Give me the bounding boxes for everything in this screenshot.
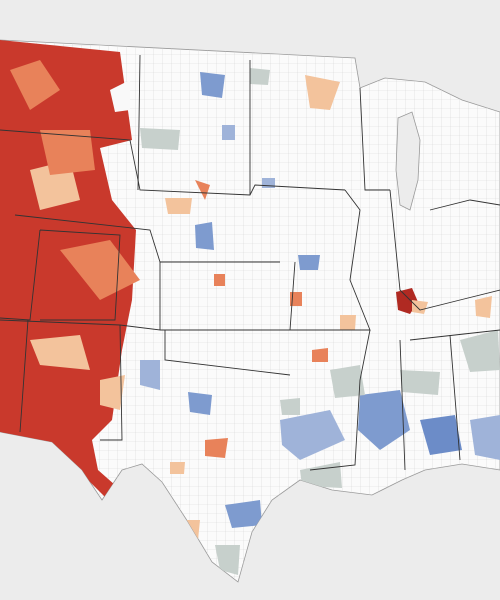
grey-patch — [400, 370, 440, 395]
grey-patch — [250, 68, 270, 85]
lake-michigan — [395, 111, 421, 211]
orange-patch — [165, 198, 192, 214]
orange-patch — [170, 462, 185, 474]
state-borders — [0, 54, 500, 471]
west-patch — [40, 130, 95, 175]
orange-patch — [290, 292, 302, 306]
orange-patch — [205, 438, 228, 458]
blue-patch — [420, 415, 462, 455]
state-border — [399, 199, 500, 471]
grey-patch — [140, 128, 180, 150]
state-border — [359, 87, 500, 341]
orange-patch — [312, 348, 328, 362]
west-patch — [60, 240, 140, 300]
state-border — [0, 129, 346, 196]
blue-patch — [225, 500, 262, 528]
west-patch — [30, 335, 90, 370]
blue-patch — [188, 392, 212, 415]
grey-patch — [300, 462, 342, 488]
grey-patch — [215, 545, 240, 575]
grey-patch — [460, 330, 500, 372]
grey-patch — [330, 365, 365, 398]
orange-patch — [214, 274, 225, 286]
blue-patch — [200, 72, 225, 98]
blue-patch — [195, 222, 214, 250]
state-border — [19, 261, 296, 441]
blue-patch — [470, 415, 500, 460]
blue-patch — [280, 410, 345, 460]
west-patch — [10, 60, 60, 110]
state-border — [0, 229, 161, 331]
blue-patch — [358, 390, 410, 450]
blue-patch — [222, 125, 235, 140]
blue-patch — [262, 178, 275, 188]
west-patch — [110, 80, 130, 112]
state-border — [290, 189, 371, 471]
orange-patch — [340, 315, 356, 330]
blue-patch — [140, 360, 160, 390]
blue-patch — [298, 255, 320, 270]
west-patch — [100, 375, 125, 410]
orange-patch — [475, 296, 492, 318]
grey-patch — [280, 398, 300, 415]
orange-patch — [305, 75, 340, 110]
orange-patch — [412, 300, 428, 314]
state-border — [14, 54, 280, 263]
orange-patch — [195, 180, 210, 200]
